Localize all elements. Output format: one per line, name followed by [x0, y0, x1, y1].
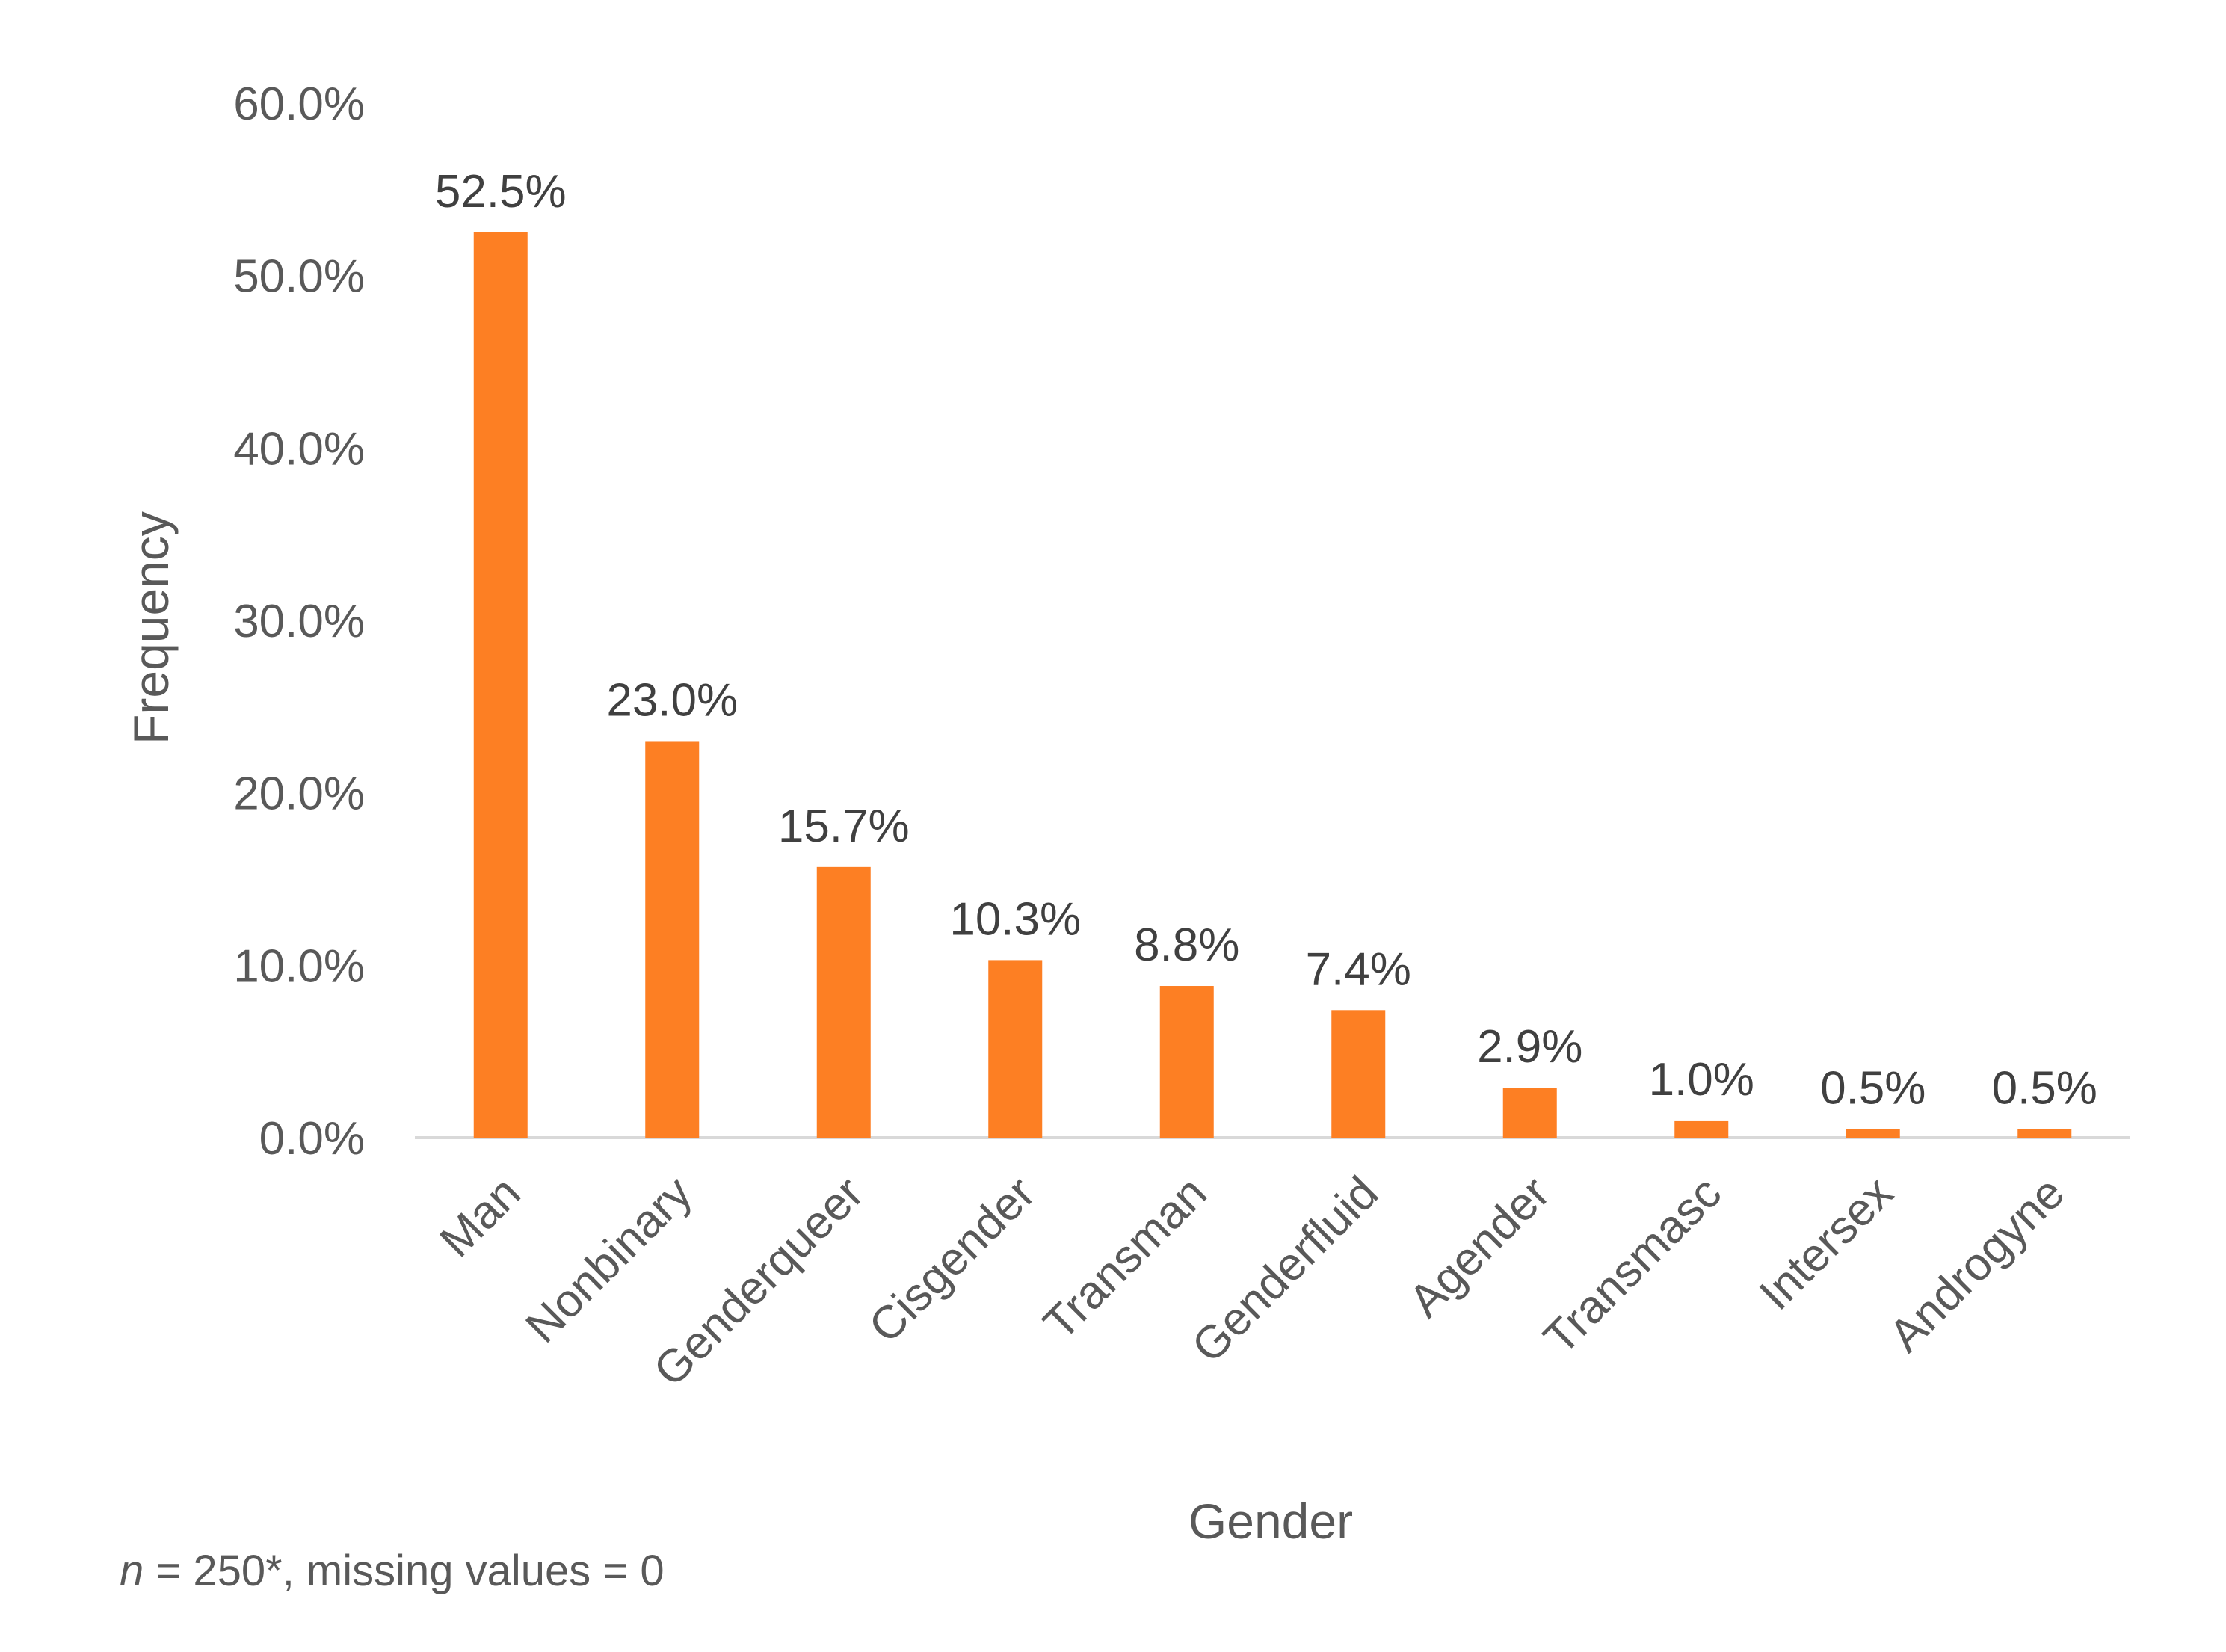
data-label: 10.3%	[949, 893, 1081, 945]
data-label: 0.5%	[1992, 1062, 2097, 1114]
category-label: Cisgender	[860, 1167, 1046, 1353]
bar	[2017, 1129, 2072, 1138]
bar	[645, 741, 700, 1138]
y-tick-label: 10.0%	[233, 940, 365, 992]
y-tick-label: 0.0%	[259, 1113, 365, 1165]
category-label: Genderfluid	[1183, 1167, 1388, 1372]
data-label: 2.9%	[1477, 1021, 1582, 1073]
data-label: 7.4%	[1306, 943, 1411, 995]
footnote-n: n	[120, 1547, 144, 1595]
category-label: Transmasc	[1534, 1167, 1731, 1364]
bar	[1674, 1120, 1729, 1138]
y-tick-label: 30.0%	[233, 596, 365, 647]
bar	[1159, 986, 1214, 1138]
category-label: Agender	[1399, 1167, 1560, 1328]
y-tick-label: 20.0%	[233, 768, 365, 820]
category-label: Intersex	[1750, 1167, 1903, 1320]
bar	[816, 866, 871, 1138]
x-axis-title: Gender	[1188, 1494, 1353, 1549]
bar	[988, 960, 1043, 1138]
category-label: Man	[431, 1167, 531, 1267]
y-tick-label: 60.0%	[233, 78, 365, 130]
y-tick-label: 50.0%	[233, 251, 365, 303]
data-label: 1.0%	[1649, 1054, 1754, 1106]
category-labels: ManNonbinaryGenderqueerCisgenderTransman…	[431, 1167, 2075, 1396]
data-label: 0.5%	[1820, 1062, 1926, 1114]
category-label: Transman	[1034, 1167, 1217, 1350]
y-tick-label: 40.0%	[233, 423, 365, 475]
bar	[1331, 1010, 1386, 1138]
bar	[1846, 1129, 1900, 1138]
bars	[473, 232, 2072, 1138]
footnote: n = 250*, missing values = 0	[120, 1546, 665, 1596]
data-label: 8.8%	[1134, 919, 1239, 971]
data-label: 52.5%	[435, 166, 567, 218]
data-label: 15.7%	[778, 801, 910, 852]
data-labels: 52.5% 23.0% 15.7% 10.3% 8.8% 7.4% 2.9% 1.0% 0.5%…	[435, 166, 2097, 1114]
bar	[473, 232, 528, 1138]
bar	[1502, 1088, 1557, 1138]
footnote-text: = 250*, missing values = 0	[144, 1547, 665, 1595]
data-label: 23.0%	[606, 674, 738, 726]
category-label: Nonbinary	[517, 1167, 703, 1353]
category-label: Androgyne	[1879, 1167, 2074, 1362]
y-axis-title: Frequency	[123, 511, 179, 745]
y-axis-ticks: 0.0% 10.0% 20.0% 30.0% 40.0% 50.0% 60.0%	[233, 78, 365, 1165]
